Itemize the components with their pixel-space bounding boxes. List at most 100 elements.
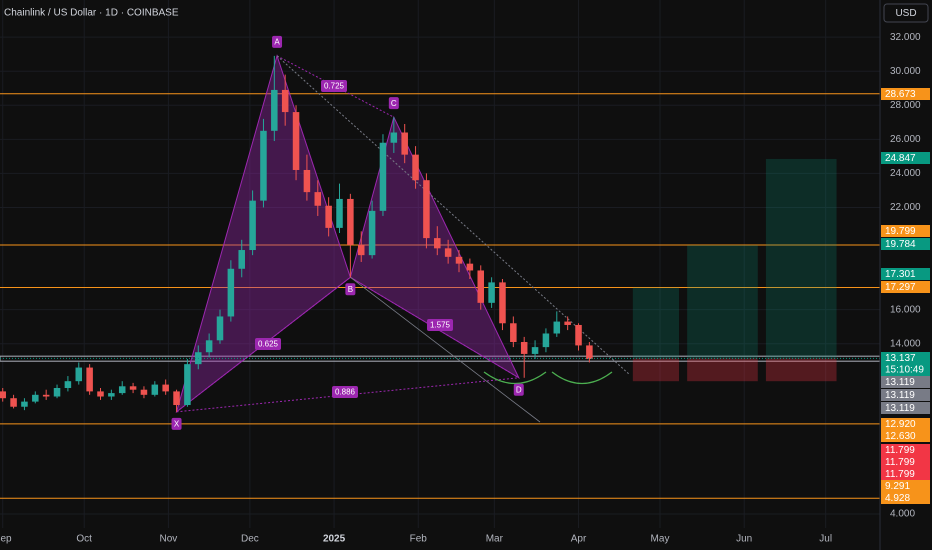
countdown: 15:10:49 — [885, 365, 924, 376]
y-tick-label: 22.000 — [890, 202, 921, 213]
candle-body — [42, 394, 50, 397]
candle-body — [510, 323, 517, 343]
price-badge-label: 19.799 — [885, 226, 916, 237]
candle-body — [401, 132, 408, 155]
price-badge-label: 11.799 — [885, 445, 915, 456]
candle-body — [21, 401, 28, 407]
pattern-label: X — [174, 419, 180, 428]
candle-body — [368, 210, 376, 256]
price-badge — [881, 238, 930, 250]
price-badge — [881, 480, 930, 492]
x-tick-label: Sep — [0, 534, 12, 545]
pattern-label-box — [171, 417, 182, 430]
price-badge — [881, 468, 930, 480]
candle-body — [118, 386, 126, 394]
candle-body — [444, 248, 452, 257]
y-tick-label: 28.000 — [890, 100, 921, 111]
pattern-label: A — [274, 37, 280, 46]
x-tick-label: Oct — [76, 534, 92, 545]
x-tick-label: May — [651, 534, 670, 545]
x-tick-label: Feb — [410, 534, 428, 545]
ratio-label: 1.575 — [430, 321, 451, 330]
price-badge-label: 12.920 — [885, 419, 916, 430]
candle-body — [205, 340, 213, 353]
price-badge-label: 19.784 — [885, 239, 916, 250]
y-tick-label: 24.000 — [890, 168, 921, 179]
ratio-label: 0.886 — [335, 388, 356, 397]
candle-body — [238, 250, 245, 269]
price-badge — [881, 456, 930, 468]
candle-body — [75, 367, 83, 382]
pattern-label-box — [272, 35, 283, 48]
price-badge-label: 13.119 — [885, 390, 915, 401]
candle-body — [53, 387, 61, 397]
candle-body — [564, 321, 571, 325]
price-badge — [881, 492, 930, 504]
candle-body — [260, 130, 267, 201]
candle-body — [227, 268, 235, 317]
position-stop — [687, 358, 758, 382]
candle-body — [140, 389, 148, 395]
candle-body — [281, 89, 289, 113]
candle-body — [520, 342, 528, 354]
candle-body — [347, 198, 354, 245]
candle-body — [129, 386, 137, 390]
price-badge — [881, 88, 930, 100]
candle-body — [325, 205, 332, 228]
candle-body — [466, 263, 474, 271]
candle-body — [151, 384, 159, 395]
price-badge-label: 11.799 — [885, 457, 915, 468]
x-tick-label: Mar — [486, 534, 504, 545]
price-badge-label: 9.291 — [885, 481, 910, 492]
ratio-label: 0.725 — [324, 82, 345, 91]
x-tick-label: Dec — [241, 534, 259, 545]
price-badge — [881, 430, 930, 442]
position-stop — [632, 358, 680, 382]
price-badge — [881, 402, 930, 414]
candle-body — [499, 282, 506, 324]
candle-body — [216, 316, 224, 341]
axis-group: 32.000 30.000 28.000 26.000 24.000 22.000 16.0… — [0, 32, 930, 545]
candle-body — [303, 169, 311, 193]
candle-body — [97, 391, 104, 397]
ratio-box — [255, 338, 281, 350]
y-tick-label: 4.000 — [890, 509, 915, 520]
x-tick-label: Apr — [571, 534, 587, 545]
candle-body — [0, 391, 6, 399]
price-badge-label: 17.297 — [885, 282, 916, 293]
currency[interactable]: USD — [895, 8, 916, 19]
candle-body — [108, 393, 115, 397]
candle-body — [314, 192, 322, 206]
candle-body — [336, 198, 343, 228]
candle-body — [586, 345, 593, 360]
candle-body — [423, 180, 430, 239]
price-badge-label: 28.673 — [885, 89, 916, 100]
price-badge-label: 4.928 — [885, 493, 910, 504]
ratio-line — [350, 276, 520, 379]
candle-body — [542, 333, 550, 348]
currency-box[interactable] — [883, 3, 929, 23]
ratio-box — [332, 386, 358, 398]
candle-body — [162, 384, 169, 392]
ratio-label: 0.625 — [258, 340, 279, 349]
candle-body — [477, 270, 484, 303]
y-tick-label: 32.000 — [890, 32, 921, 43]
price-badge-label: 13.119 — [885, 403, 915, 414]
candle-body — [412, 154, 419, 181]
candle-body — [575, 324, 582, 346]
price-badge — [881, 352, 930, 376]
position-target — [765, 158, 837, 359]
candle-body — [86, 367, 93, 392]
candle-body — [184, 364, 191, 406]
x-tick-label: Jul — [819, 534, 832, 545]
position-target — [687, 245, 758, 359]
ratio-box — [321, 80, 347, 92]
price-badge — [881, 444, 930, 456]
arc — [483, 371, 547, 385]
candle-body — [64, 381, 72, 388]
position-stop — [765, 358, 837, 382]
pattern-label-box — [513, 383, 524, 396]
candle-body — [434, 238, 441, 249]
